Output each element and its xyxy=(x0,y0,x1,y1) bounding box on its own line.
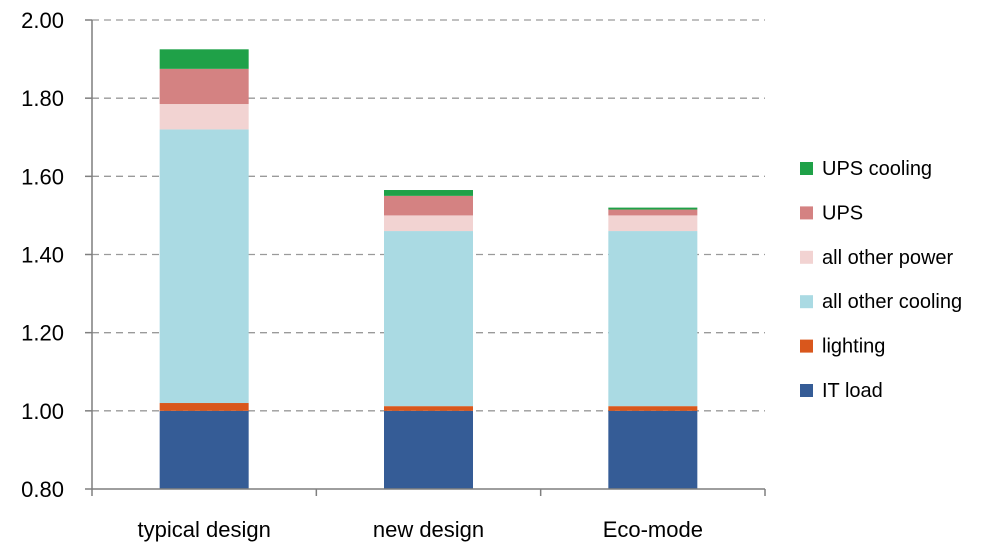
x-category-label: new design xyxy=(373,517,484,542)
bar-segment-all-other-cooling xyxy=(159,129,249,404)
bar-segment-it-load xyxy=(608,410,698,489)
y-tick-label: 1.40 xyxy=(21,243,64,268)
bar-segment-ups-cooling xyxy=(159,49,249,69)
legend-swatch xyxy=(800,250,813,264)
bar-segment-it-load xyxy=(159,410,249,489)
bar-segment-it-load xyxy=(384,410,473,489)
x-category-label: typical design xyxy=(138,517,271,542)
legend-swatch xyxy=(800,162,813,175)
axes xyxy=(85,19,766,496)
bar-segment-lighting xyxy=(159,403,249,411)
bar-segment-all-other-cooling xyxy=(384,231,473,407)
bar-segment-ups-cooling xyxy=(384,190,473,196)
bar-segment-all-other-cooling xyxy=(608,231,698,407)
legend: UPS cooling UPS all other power all other c… xyxy=(800,158,962,402)
y-tick-label: 0.80 xyxy=(21,477,64,502)
legend-label: lighting xyxy=(822,336,885,358)
y-tick-labels: 0.80 1.00 1.20 1.40 1.60 1.80 2.00 xyxy=(21,8,64,502)
y-tick-label: 1.20 xyxy=(21,321,64,346)
legend-swatch xyxy=(800,206,813,220)
legend-swatch xyxy=(800,295,813,309)
legend-label: all other cooling xyxy=(822,291,962,313)
bar-segment-ups-cooling xyxy=(608,207,698,210)
legend-label: IT load xyxy=(822,380,883,402)
bar-segment-lighting xyxy=(608,406,698,411)
bar-segment-all-other-power xyxy=(159,104,249,130)
y-tick-label: 1.60 xyxy=(21,164,64,189)
y-tick-label: 2.00 xyxy=(21,8,64,33)
bar-segment-all-other-power xyxy=(608,215,698,232)
y-tick-label: 1.80 xyxy=(21,86,64,111)
legend-label: all other power xyxy=(822,247,954,269)
bar-segment-all-other-power xyxy=(384,215,473,232)
bar-segment-ups xyxy=(384,195,473,216)
bar-segment-ups xyxy=(608,209,698,216)
x-category-labels: typical design new design Eco-mode xyxy=(138,517,703,542)
legend-swatch xyxy=(800,384,813,397)
legend-label: UPS cooling xyxy=(822,158,932,180)
x-category-label: Eco-mode xyxy=(603,517,703,542)
bar-segment-lighting xyxy=(384,406,473,411)
bar-segment-ups xyxy=(159,68,249,105)
legend-swatch xyxy=(800,339,813,353)
y-tick-label: 1.00 xyxy=(21,399,64,424)
bars xyxy=(159,49,698,489)
legend-label: UPS xyxy=(822,202,863,224)
